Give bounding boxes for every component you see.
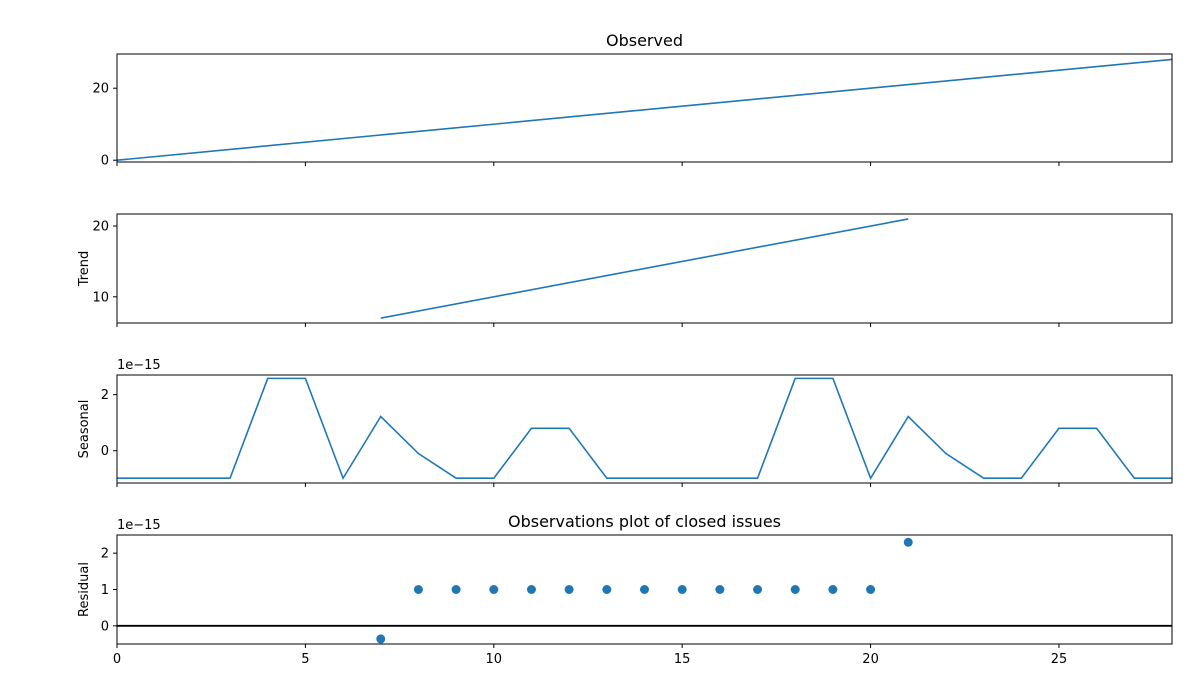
x-tick-label: 20 [862,652,879,667]
residual-point [526,585,536,594]
x-tick-label: 25 [1051,652,1068,667]
y-tick-label: 10 [92,290,109,305]
y-tick-label: 20 [92,82,109,97]
panel-3-ylabel: Seasonal [77,400,92,459]
residual-point [790,585,800,594]
panel-2-series-line [380,218,909,319]
residual-point [451,585,461,594]
panel-3-series-line [117,377,1172,481]
panel-4-exponent-label: 1e−15 [117,518,161,533]
residual-point [376,634,386,644]
x-tick-label: 10 [486,652,503,667]
y-tick-label: 2 [101,388,109,403]
residual-point [413,585,423,594]
panel-1-series-line [117,58,1172,161]
panel-2-frame [116,213,1173,324]
y-tick-label: 0 [101,444,109,459]
residual-point [753,585,763,594]
panel-3: Seasonal 1e−15 0 2 [77,358,1173,487]
x-tick-label: 5 [301,652,309,667]
panel-2-plot [380,218,909,319]
panel-4-plot [117,537,1172,644]
y-tick-label: 0 [101,154,109,169]
residual-point [489,585,499,594]
panel-4-ylabel: Residual [77,562,92,617]
residual-point [828,585,838,594]
residual-point [677,585,687,594]
residual-point [866,585,876,594]
panel-2-ylabel: Trend [77,251,92,288]
panel-1-title: Observed [606,31,683,50]
panel-1: Observed 0 20 [92,31,1173,169]
x-tick-label: 0 [113,652,121,667]
panel-1-frame [116,53,1173,163]
residual-point [640,585,649,594]
panel-4-title: Observations plot of closed issues [508,512,781,531]
residual-point [564,585,574,594]
panel-1-plot [117,58,1172,161]
panel-3-frame [116,374,1173,484]
x-tick-label: 15 [674,652,691,667]
residual-point [903,537,913,547]
y-tick-label: 2 [101,547,109,562]
panel-4: Observations plot of closed issues Residu… [77,512,1173,667]
y-tick-label: 1 [101,583,109,598]
y-tick-label: 20 [92,220,109,235]
panel-3-exponent-label: 1e−15 [117,358,161,373]
y-tick-label: 0 [101,619,109,634]
residual-point [715,585,725,594]
panel-3-plot [117,377,1172,481]
residual-point [602,585,612,594]
